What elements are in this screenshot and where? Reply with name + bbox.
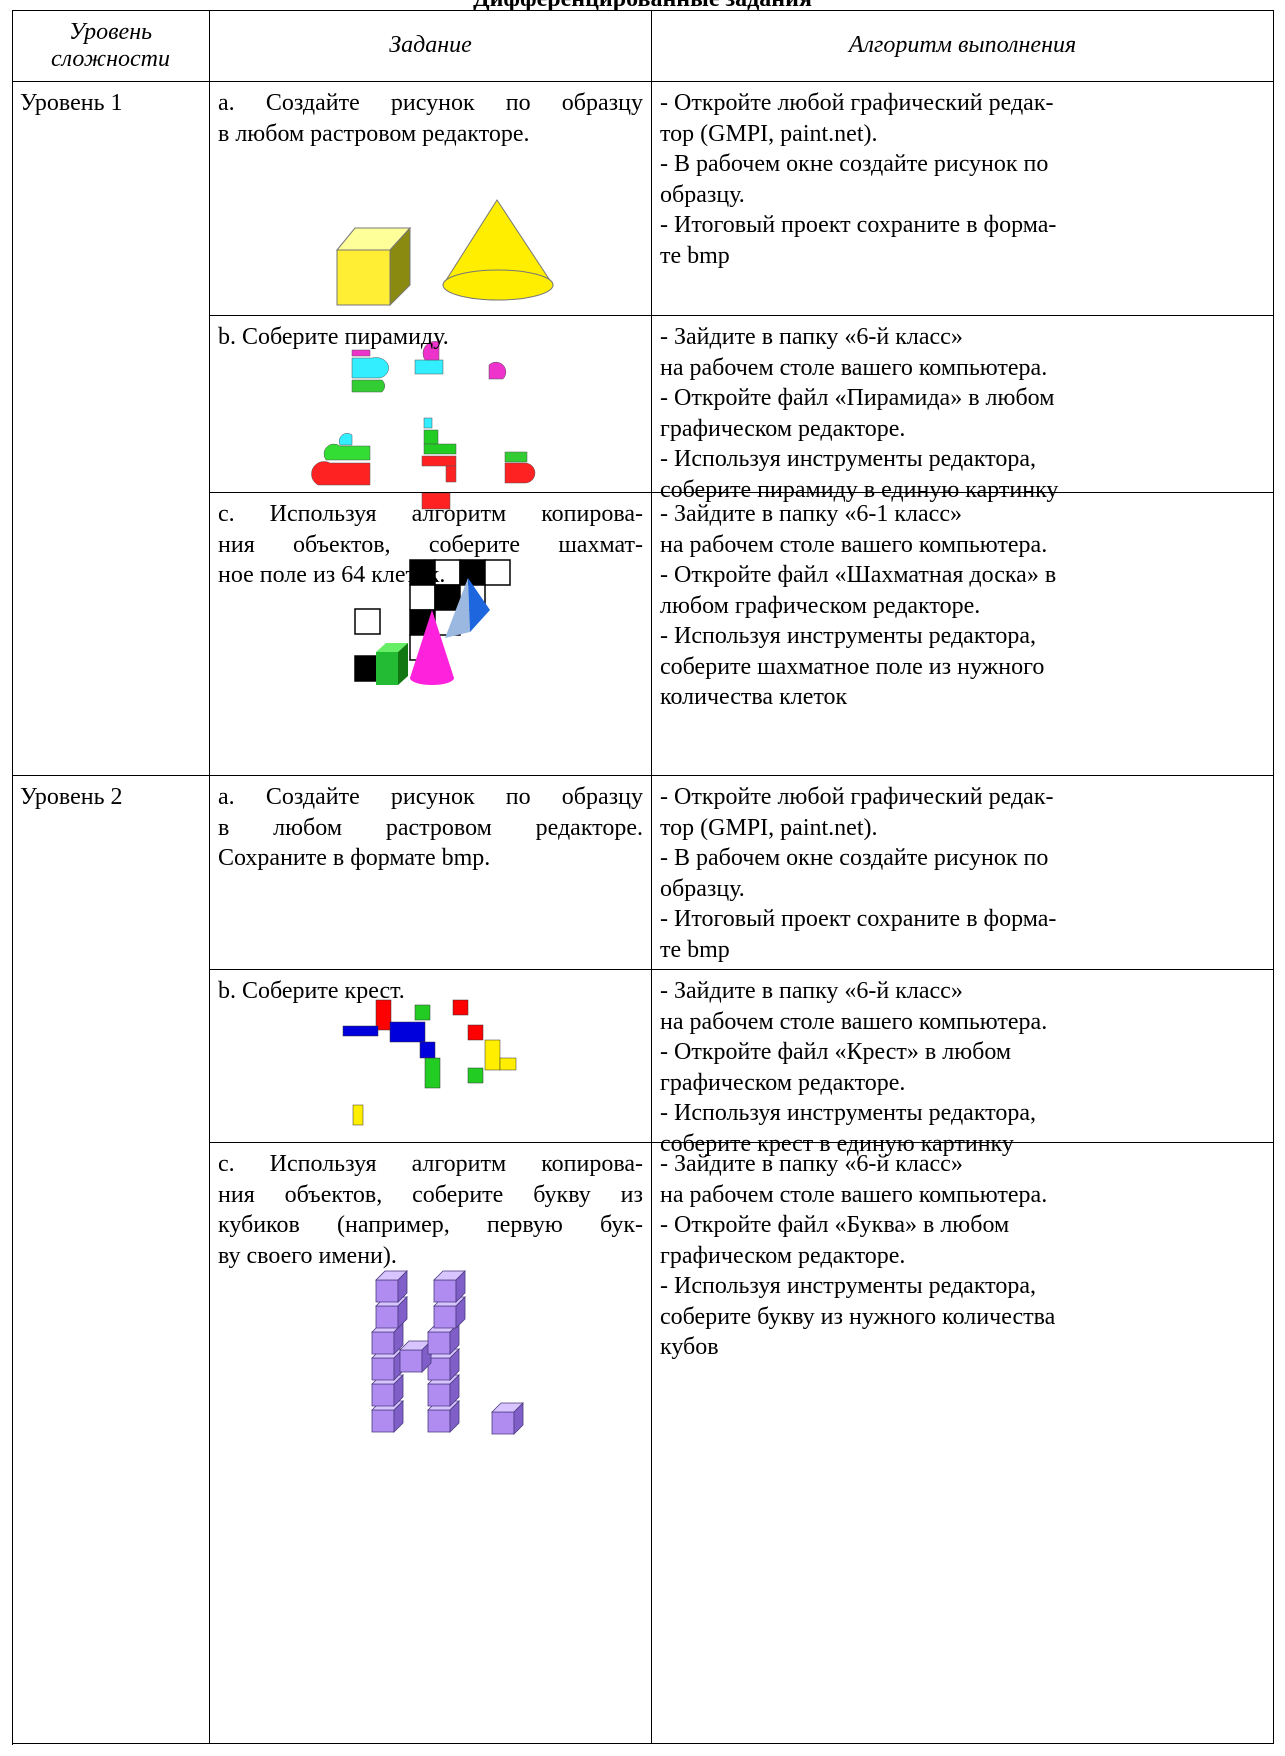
text-line: ния объектов, соберите букву из (218, 1181, 643, 1208)
text-line: - Зайдите в папку «6-й класс» (660, 978, 963, 1004)
text-line: те bmp (660, 242, 730, 269)
header-cell: Задание (210, 10, 652, 82)
text-line: графическом редакторе. (660, 1069, 906, 1096)
text-line: - В рабочем окне создайте рисунок по (660, 845, 1049, 871)
text-line: - Зайдите в папку «6-1 класс» (660, 501, 962, 527)
text-line: c. Используя алгоритм копирова- (218, 501, 643, 527)
algorithm-cell: - Зайдите в папку «6-1 класс» на рабочем … (652, 493, 1274, 776)
text-line: соберите букву из нужного количества (660, 1303, 1056, 1330)
text-line: графическом редакторе. (660, 415, 906, 442)
text-line: ву своего имени). (218, 1242, 397, 1269)
text-line: a. Создайте рисунок по образцу (218, 90, 643, 116)
text-line: - Используя инструменты редактора, (660, 446, 1036, 472)
task-cell: c. Используя алгоритм копирова-ния объек… (210, 493, 652, 776)
algorithm-cell: - Зайдите в папку «6-й класс» на рабочем … (652, 316, 1274, 503)
text-line: соберите шахматное поле из нужного (660, 653, 1045, 680)
level-cell: Уровень 1 (12, 82, 210, 776)
cube-letter (371, 1270, 524, 1435)
text-line: соберите пирамиду в единую картинку (660, 476, 1059, 503)
text-line: тор (GMPI, paint.net). (660, 120, 878, 147)
text-line: Сохраните в формате bmp. (218, 845, 491, 871)
task-cell: a. Создайте рисунок по образцу в любом ра… (210, 82, 652, 316)
cube-face (393, 1400, 404, 1433)
table (12, 10, 1274, 1745)
text-line: - Используя инструменты редактора, (660, 1100, 1036, 1126)
algorithm-cell: - Зайдите в папку «6-й класс» на рабочем … (652, 1143, 1274, 1744)
text-line: - Используя инструменты редактора, (660, 623, 1036, 649)
text-line: на рабочем столе вашего компьютера. (660, 1181, 1048, 1208)
text-line: на рабочем столе вашего компьютера. (660, 531, 1048, 558)
text-line: тор (GMPI, paint.net). (660, 814, 878, 841)
text-line: - Зайдите в папку «6-й класс» (660, 1151, 963, 1177)
cube-face (449, 1400, 460, 1433)
task-cell: a. Создайте рисунок по образцу в любом ра… (210, 776, 652, 970)
cube-face (393, 1374, 404, 1407)
cube-image (335, 199, 554, 307)
cube-face (397, 1296, 408, 1329)
text-line: в любом растровом редакторе. (218, 120, 530, 147)
text-line: c. Используя алгоритм копирова- (218, 1151, 643, 1177)
text-line: - Откройте файл «Шахматная доска» в (660, 562, 1057, 588)
text-line: - Откройте любой графический редак- (660, 784, 1054, 810)
task-cell: b. Соберите пирамиду. (210, 316, 652, 493)
pyramid-pieces (311, 341, 536, 510)
level-cell: Уровень 2 (12, 776, 210, 1744)
text-line: - Зайдите в папку «6-й класс» (660, 324, 963, 350)
text-line: - Итоговый проект сохраните в форма- (660, 906, 1057, 932)
text-line: количества клеток (660, 684, 848, 710)
text-line: b. Соберите крест. (218, 978, 405, 1004)
text-line: - Откройте файл «Крест» в любом (660, 1039, 1012, 1065)
cube-face (513, 1402, 524, 1435)
text-line: Уровень 1 (20, 90, 123, 116)
text-line: образцу. (660, 181, 745, 208)
text-line: - Откройте любой графический редак- (660, 90, 1054, 116)
cube-face (455, 1270, 466, 1303)
algorithm-cell: - Откройте любой графический редак-тор (… (652, 82, 1274, 316)
text-line: любом графическом редакторе. (660, 592, 981, 619)
header-text: сложности (50, 45, 171, 72)
text-line: ное поле из 64 клеток. (218, 562, 446, 588)
text-line: - Откройте файл «Пирамида» в любом (660, 385, 1055, 411)
text-line: ния объектов, соберите шахмат- (218, 531, 643, 558)
algorithm-cell: - Откройте любой графический редак-тор (… (652, 776, 1274, 970)
cube-face (449, 1348, 460, 1381)
text-line: на рабочем столе вашего компьютера. (660, 1008, 1048, 1035)
cube-face (449, 1374, 460, 1407)
cross-pieces (342, 999, 517, 1126)
text-line: - Используя инструменты редактора, (660, 1273, 1036, 1299)
text-line: b. Соберите пирамиду. (218, 324, 449, 350)
header-text: Алгоритм выполнения (848, 32, 1077, 58)
title: Дифференцированные задания (0, 0, 1285, 13)
text-line: - Откройте файл «Буква» в любом (660, 1212, 1010, 1238)
text-line: соберите крест в единую картинку (660, 1130, 1014, 1157)
header-cell: Алгоритм выполнения (652, 10, 1274, 82)
cube-face (397, 1270, 408, 1303)
algorithm-cell: - Зайдите в папку «6-й класс» на рабочем … (652, 970, 1274, 1157)
header-text: Уровень (68, 18, 153, 45)
cube-face (455, 1296, 466, 1329)
header-text: Задание (389, 32, 472, 58)
task-cell: c. Используя алгоритм копирова-ния объек… (210, 1143, 652, 1744)
text-line: кубов (660, 1334, 719, 1360)
text-line: - В рабочем окне создайте рисунок по (660, 151, 1049, 177)
text-line: кубиков (например, первую бук- (218, 1212, 643, 1238)
text-line: графическом редакторе. (660, 1242, 906, 1269)
text-line: - Итоговый проект сохраните в форма- (660, 212, 1057, 238)
header-cell: Уровень сложности (12, 10, 210, 82)
task-cell: b. Соберите крест. (210, 970, 652, 1143)
text-line: на рабочем столе вашего компьютера. (660, 354, 1048, 381)
text-line: в любом растровом редакторе. (218, 814, 643, 841)
text-line: Уровень 2 (20, 784, 123, 810)
text-line: образцу. (660, 875, 745, 902)
text-line: a. Создайте рисунок по образцу (218, 784, 643, 810)
text-line: те bmp (660, 936, 730, 963)
shapes-image (376, 578, 490, 685)
